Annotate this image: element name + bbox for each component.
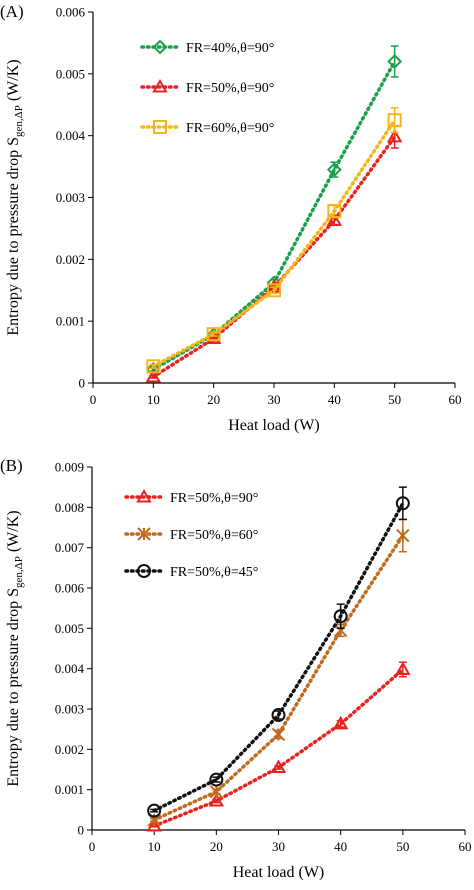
legend-label: FR=60%,θ=90°	[186, 121, 274, 136]
data-point-square-2	[267, 283, 281, 298]
data-point-triangle-1	[205, 330, 222, 344]
data-point-triangle-legend	[152, 78, 168, 93]
x-tick-label: 40	[334, 839, 347, 854]
series-line-2	[152, 501, 405, 813]
data-point-circle-legend	[137, 564, 151, 578]
x-tick-label: 50	[388, 392, 401, 407]
data-point-star-2	[271, 727, 286, 742]
x-tick-label: 30	[268, 392, 281, 407]
legend-label: FR=40%,θ=90°	[186, 41, 274, 56]
data-point-circle-3	[333, 609, 348, 624]
y-tick-label: 0.004	[55, 661, 85, 676]
data-point-triangle-1	[208, 792, 225, 807]
data-point-diamond-3	[326, 162, 342, 178]
y-tick-label: 0.001	[55, 782, 84, 797]
data-point-circle-0	[147, 803, 162, 818]
legend-label: FR=50%,θ=60°	[170, 528, 258, 543]
y-tick-label: 0.009	[55, 460, 84, 475]
y-tick-label: 0.004	[56, 128, 86, 143]
x-tick-label: 0	[89, 839, 96, 854]
data-point-triangle-0	[145, 368, 162, 383]
y-axis-label-unit: (W/K)	[5, 510, 22, 556]
data-point-circle-1	[209, 772, 224, 787]
legend-entry-1: FR=50%,θ=60°	[124, 527, 258, 543]
series-1	[147, 518, 410, 827]
data-point-triangle-legend	[136, 488, 152, 503]
series-2	[146, 107, 402, 374]
data-point-star-legend	[137, 527, 151, 541]
y-axis-label-main: Entropy due to pressure drop S	[5, 137, 22, 336]
x-tick-label: 20	[207, 392, 220, 407]
data-point-square-0	[146, 359, 161, 374]
panel-label: (A)	[0, 2, 24, 21]
data-point-square-legend	[153, 120, 167, 134]
legend-entry-0: FR=40%,θ=90°	[140, 39, 274, 56]
legend-entry-2: FR=50%,θ=45°	[124, 564, 258, 580]
series-line-0	[151, 59, 397, 372]
data-point-triangle-3	[332, 715, 349, 730]
series-0	[146, 661, 411, 832]
legend-entry-2: FR=60%,θ=90°	[140, 120, 274, 136]
legend-label: FR=50%,θ=45°	[170, 565, 258, 580]
data-point-triangle-4	[386, 128, 403, 143]
y-tick-label: 0.005	[56, 66, 85, 81]
legend-entry-0: FR=50%,θ=90°	[124, 488, 258, 506]
y-tick-label: 0.006	[56, 5, 86, 20]
y-tick-label: 0.003	[55, 702, 84, 717]
data-point-triangle-4	[395, 661, 411, 675]
legend-label: FR=50%,θ=90°	[170, 491, 258, 506]
y-tick-label: 0.005	[55, 621, 84, 636]
y-axis-label-main: Entropy due to pressure drop S	[5, 588, 22, 787]
data-point-triangle-2	[270, 759, 287, 773]
y-axis-label-subscript: gen,ΔP	[13, 105, 25, 137]
x-tick-label: 30	[272, 839, 285, 854]
panel-label: (B)	[0, 456, 23, 475]
x-tick-label: 60	[449, 392, 462, 407]
x-tick-label: 40	[328, 392, 341, 407]
y-axis-label: Entropy due to pressure drop Sgen,ΔP (W/…	[5, 59, 25, 335]
legend-entry-1: FR=50%,θ=90°	[140, 78, 274, 96]
y-axis-label-unit: (W/K)	[5, 59, 22, 105]
x-axis-label: Heat load (W)	[228, 417, 320, 434]
chart-panel-b: (B) 0 10 20 30 40 50 60 0 0.001 0.002 0.003 0.004 0.0…	[0, 456, 472, 881]
y-axis-label: Entropy due to pressure drop Sgen,ΔP (W/…	[5, 510, 25, 786]
chart-panel-a: (A) 0 10 20 30 40 50 60 0 0.001 0.002 0.003 0.004 0.0…	[0, 2, 462, 434]
x-tick-label: 60	[459, 839, 472, 854]
y-tick-label: 0.001	[56, 314, 85, 329]
y-tick-label: 0.008	[55, 500, 84, 515]
legend-label: FR=50%,θ=90°	[186, 81, 274, 96]
data-point-square-1	[206, 327, 221, 342]
data-point-diamond-legend	[152, 39, 168, 55]
x-tick-label: 10	[148, 839, 161, 854]
data-point-square-3	[327, 204, 342, 219]
y-tick-label: 0	[79, 376, 86, 391]
data-point-circle-2	[271, 708, 286, 723]
x-tick-label: 50	[396, 839, 409, 854]
series-2	[147, 486, 410, 818]
data-point-square-4	[387, 113, 402, 128]
data-point-triangle-0	[146, 817, 162, 832]
y-tick-label: 0.002	[55, 742, 84, 757]
x-tick-label: 20	[210, 839, 223, 854]
y-tick-label: 0.002	[56, 252, 85, 267]
x-axis-label: Heat load (W)	[233, 864, 325, 881]
data-point-star-4	[396, 528, 410, 543]
x-tick-label: 0	[90, 392, 97, 407]
data-point-star-1	[209, 784, 224, 799]
data-point-triangle-3	[326, 212, 343, 226]
data-point-diamond-4	[387, 54, 403, 69]
series-1	[145, 125, 403, 383]
y-tick-label: 0.003	[56, 190, 85, 205]
y-tick-label: 0.007	[55, 540, 85, 555]
series-line-2	[151, 118, 397, 369]
x-tick-label: 10	[147, 392, 160, 407]
y-tick-label: 0.006	[55, 581, 85, 596]
y-tick-label: 0	[78, 823, 85, 838]
y-axis-label-subscript: gen,ΔP	[13, 556, 25, 588]
data-point-circle-4	[395, 496, 410, 511]
